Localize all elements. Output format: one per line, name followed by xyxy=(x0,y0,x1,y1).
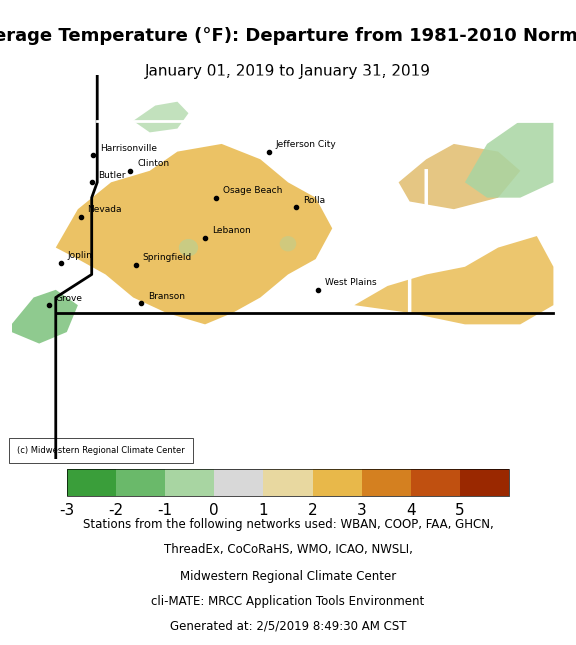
Text: 4: 4 xyxy=(406,503,416,519)
Bar xyxy=(67,469,116,496)
Bar xyxy=(460,469,509,496)
Text: Branson: Branson xyxy=(148,292,185,301)
Bar xyxy=(411,469,460,496)
Polygon shape xyxy=(399,144,520,209)
Bar xyxy=(214,469,263,496)
Text: 2: 2 xyxy=(308,503,317,519)
Text: 5: 5 xyxy=(455,503,465,519)
Text: (c) Midwestern Regional Climate Center: (c) Midwestern Regional Climate Center xyxy=(17,446,185,455)
Text: Generated at: 2/5/2019 8:49:30 AM CST: Generated at: 2/5/2019 8:49:30 AM CST xyxy=(170,620,406,633)
Bar xyxy=(67,469,509,496)
Ellipse shape xyxy=(280,236,296,252)
Bar xyxy=(165,469,214,496)
Ellipse shape xyxy=(179,239,198,256)
Text: Stations from the following networks used: WBAN, COOP, FAA, GHCN,: Stations from the following networks use… xyxy=(82,518,494,531)
Polygon shape xyxy=(56,144,332,324)
Bar xyxy=(263,469,313,496)
Bar xyxy=(362,469,411,496)
Text: Harrisonville: Harrisonville xyxy=(100,144,157,153)
Text: Nevada: Nevada xyxy=(88,205,122,214)
Text: 0: 0 xyxy=(210,503,219,519)
Text: -1: -1 xyxy=(158,503,173,519)
Text: Average Temperature (°F): Departure from 1981-2010 Normals: Average Temperature (°F): Departure from… xyxy=(0,26,576,45)
Polygon shape xyxy=(133,102,188,132)
Text: Rolla: Rolla xyxy=(303,195,325,204)
Text: 1: 1 xyxy=(259,503,268,519)
Text: Butler: Butler xyxy=(98,171,126,180)
Bar xyxy=(116,469,165,496)
Text: West Plains: West Plains xyxy=(325,278,377,287)
Polygon shape xyxy=(354,236,554,324)
Text: Joplin: Joplin xyxy=(68,252,93,261)
Text: Grove: Grove xyxy=(56,293,83,303)
Text: ThreadEx, CoCoRaHS, WMO, ICAO, NWSLI,: ThreadEx, CoCoRaHS, WMO, ICAO, NWSLI, xyxy=(164,543,412,556)
Polygon shape xyxy=(12,290,78,344)
Text: -3: -3 xyxy=(59,503,74,519)
Text: 3: 3 xyxy=(357,503,366,519)
Text: cli-MATE: MRCC Application Tools Environment: cli-MATE: MRCC Application Tools Environ… xyxy=(151,595,425,608)
Bar xyxy=(313,469,362,496)
Text: Jefferson City: Jefferson City xyxy=(275,140,336,149)
Text: Clinton: Clinton xyxy=(137,159,169,168)
Text: Osage Beach: Osage Beach xyxy=(223,186,282,195)
Text: Midwestern Regional Climate Center: Midwestern Regional Climate Center xyxy=(180,570,396,583)
Text: -2: -2 xyxy=(108,503,123,519)
Text: January 01, 2019 to January 31, 2019: January 01, 2019 to January 31, 2019 xyxy=(145,64,431,79)
Text: Lebanon: Lebanon xyxy=(212,226,251,235)
Polygon shape xyxy=(465,121,554,197)
Text: Springfield: Springfield xyxy=(143,253,192,263)
